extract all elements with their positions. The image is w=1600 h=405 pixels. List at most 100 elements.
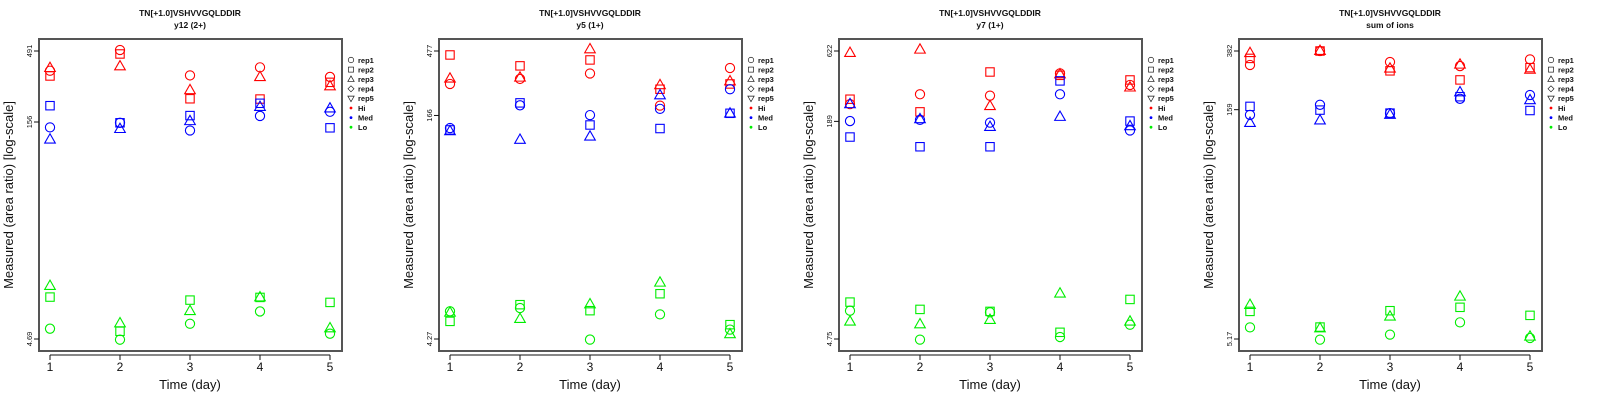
data-point-med-rep3 xyxy=(443,124,457,136)
data-point-med-rep2 xyxy=(185,110,195,121)
data-point-lo-rep3 xyxy=(513,312,527,323)
data-point-med-rep2 xyxy=(255,98,265,109)
chart-subtitle: y5 (1+) xyxy=(576,20,603,30)
data-point-med-rep3 xyxy=(843,97,857,109)
x-tick-label: 4 xyxy=(1457,360,1464,374)
chart-subtitle: y12 (2+) xyxy=(174,20,206,30)
data-point-hi-rep2 xyxy=(1245,53,1255,64)
data-point-lo-rep1 xyxy=(444,306,456,317)
data-point-hi-rep3 xyxy=(1523,62,1537,74)
data-point-lo-rep2 xyxy=(45,292,55,302)
legend-label: rep4 xyxy=(358,85,375,94)
legend-label: rep3 xyxy=(1558,75,1574,84)
data-point-lo-rep3 xyxy=(1243,298,1257,309)
data-point-hi-rep2 xyxy=(985,67,995,77)
x-axis-label: Time (day) xyxy=(1359,377,1421,392)
data-point-med-rep2 xyxy=(115,118,125,128)
legend-label: rep5 xyxy=(758,94,774,103)
plot-frame xyxy=(38,38,343,352)
data-point-hi-rep3 xyxy=(253,70,267,82)
legend-rep1-symbol-icon xyxy=(747,56,755,64)
y-tick-label: 5.17 xyxy=(1225,332,1234,347)
legend-rep5-symbol-icon xyxy=(747,95,755,103)
data-point-hi-rep2 xyxy=(725,79,735,89)
data-point-hi-rep2 xyxy=(185,94,195,104)
legend-lo-dot-icon xyxy=(349,125,353,129)
x-axis-label: Time (day) xyxy=(559,377,621,392)
data-point-lo-rep3 xyxy=(1523,329,1537,341)
data-point-lo-rep1 xyxy=(114,334,126,345)
x-tick-label: 3 xyxy=(587,360,594,374)
y-tick-label: 159 xyxy=(1225,103,1234,116)
data-point-med-rep3 xyxy=(723,106,737,118)
legend-label: rep2 xyxy=(1158,65,1174,74)
data-point-hi-rep2 xyxy=(845,94,855,104)
data-point-hi-rep2 xyxy=(1455,75,1465,85)
data-point-med-rep1 xyxy=(914,114,926,125)
legend-rep2-symbol-icon xyxy=(1148,66,1154,73)
y-axis-label: Measured (area ratio) [log-scale] xyxy=(801,101,816,289)
data-point-hi-rep3 xyxy=(913,42,927,54)
chart-subtitle: sum of ions xyxy=(1366,20,1414,30)
data-point-med-rep1 xyxy=(1124,125,1136,136)
data-point-lo-rep3 xyxy=(1313,321,1327,333)
x-tick-label: 4 xyxy=(1057,360,1064,374)
legend-label: rep1 xyxy=(358,56,374,65)
chart-title: TN[+1.0]VSHVVGQLDDIR xyxy=(1339,8,1441,18)
data-point-hi-rep3 xyxy=(1053,67,1067,79)
x-axis-label: Time (day) xyxy=(159,377,221,392)
legend-label: rep5 xyxy=(358,94,374,103)
data-point-lo-rep3 xyxy=(1053,286,1067,298)
x-tick-label: 5 xyxy=(1527,360,1534,374)
legend-label: Hi xyxy=(758,104,766,113)
x-tick-label: 2 xyxy=(1317,360,1324,374)
data-point-hi-rep2 xyxy=(1315,46,1325,56)
legend-label: Lo xyxy=(758,123,768,132)
legend-label: Med xyxy=(1158,113,1173,122)
legend-med-dot-icon xyxy=(349,116,353,119)
data-point-hi-rep1 xyxy=(654,100,666,111)
data-point-med-rep3 xyxy=(1383,107,1397,119)
y-tick-label: 622 xyxy=(825,45,834,58)
data-point-lo-rep2 xyxy=(1385,305,1395,316)
data-point-hi-rep1 xyxy=(444,78,456,90)
x-tick-label: 2 xyxy=(917,360,924,374)
y-tick-label: 4.69 xyxy=(25,332,34,347)
data-point-hi-rep3 xyxy=(1123,80,1137,92)
data-point-lo-rep3 xyxy=(183,304,197,316)
data-point-med-rep2 xyxy=(1245,101,1255,112)
data-point-med-rep1 xyxy=(1054,89,1066,100)
legend-hi-dot-icon xyxy=(1149,106,1153,110)
data-point-lo-rep2 xyxy=(325,297,335,308)
x-tick-label: 5 xyxy=(327,360,334,374)
data-point-lo-rep3 xyxy=(1453,289,1467,301)
plot-frame xyxy=(838,38,1143,352)
legend-rep3-symbol-icon xyxy=(1147,75,1155,82)
legend-label: rep4 xyxy=(758,85,775,94)
data-point-med-rep1 xyxy=(654,103,666,114)
data-point-hi-rep3 xyxy=(843,46,857,57)
legend-rep4-symbol-icon xyxy=(747,85,755,93)
data-point-lo-rep1 xyxy=(654,309,666,320)
data-point-lo-rep2 xyxy=(915,304,925,315)
data-point-hi-rep1 xyxy=(844,98,856,110)
data-point-hi-rep2 xyxy=(115,49,125,59)
x-tick-label: 3 xyxy=(187,360,194,374)
data-point-lo-rep2 xyxy=(115,326,125,337)
legend-label: Hi xyxy=(1558,104,1566,113)
legend-rep5-symbol-icon xyxy=(1547,95,1555,103)
data-point-med-rep1 xyxy=(184,125,196,136)
x-tick-label: 4 xyxy=(657,360,664,374)
legend-label: rep1 xyxy=(1158,56,1174,65)
data-point-med-rep1 xyxy=(1524,89,1536,101)
x-tick-label: 1 xyxy=(847,360,854,374)
legend-label: Hi xyxy=(358,104,366,113)
data-point-lo-rep2 xyxy=(1245,306,1255,317)
data-point-med-rep3 xyxy=(1523,93,1537,105)
legend-label: Lo xyxy=(1158,123,1168,132)
legend-rep1-symbol-icon xyxy=(1147,56,1155,64)
legend-label: Med xyxy=(1558,113,1573,122)
x-tick-label: 5 xyxy=(1127,360,1134,374)
